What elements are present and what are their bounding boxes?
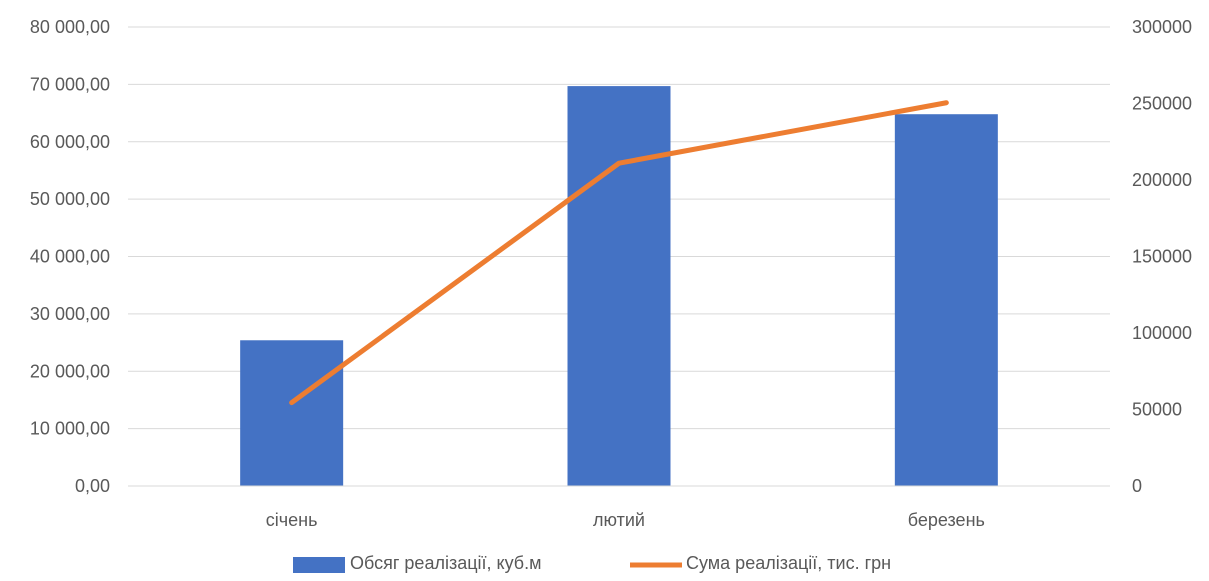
left-axis: 0,00 10 000,00 20 000,00 30 000,00 40 000,00…: [30, 17, 110, 496]
right-tick-label: 250000: [1132, 94, 1192, 114]
bar-series: [240, 86, 998, 486]
legend-label-bar: Обсяг реалізації, куб.м: [350, 553, 542, 573]
left-tick-label: 40 000,00: [30, 247, 110, 267]
left-tick-label: 60 000,00: [30, 132, 110, 152]
right-tick-label: 200000: [1132, 170, 1192, 190]
x-tick-label: лютий: [593, 510, 645, 530]
x-axis: січень лютий березень: [128, 486, 1110, 530]
legend-swatch-bar: [293, 557, 345, 573]
right-tick-label: 100000: [1132, 323, 1192, 343]
right-tick-label: 150000: [1132, 247, 1192, 267]
left-tick-label: 10 000,00: [30, 419, 110, 439]
x-tick-label: січень: [266, 510, 318, 530]
right-tick-label: 0: [1132, 476, 1142, 496]
left-tick-label: 70 000,00: [30, 74, 110, 94]
right-tick-label: 300000: [1132, 17, 1192, 37]
left-tick-label: 30 000,00: [30, 304, 110, 324]
right-tick-label: 50000: [1132, 400, 1182, 420]
bar: [568, 86, 671, 486]
legend: Обсяг реалізації, куб.м Сума реалізації, …: [293, 553, 891, 573]
x-tick-label: березень: [908, 510, 985, 530]
left-tick-label: 50 000,00: [30, 189, 110, 209]
bar: [240, 340, 343, 486]
left-tick-label: 20 000,00: [30, 361, 110, 381]
left-tick-label: 80 000,00: [30, 17, 110, 37]
right-axis: 0 50000 100000 150000 200000 250000 300000: [1132, 17, 1192, 496]
left-tick-label: 0,00: [75, 476, 110, 496]
legend-label-line: Сума реалізації, тис. грн: [686, 553, 891, 573]
bar: [895, 114, 998, 486]
